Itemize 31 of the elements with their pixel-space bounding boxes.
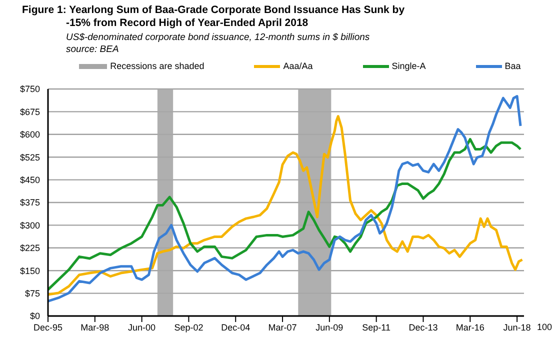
text: 100: [537, 322, 552, 332]
y-tick-label: $675: [20, 106, 40, 117]
legend-label: Aaa/Aa: [282, 61, 313, 71]
y-tick-label: $225: [20, 243, 40, 254]
x-tick-label: Jun-00: [128, 322, 156, 332]
legend-label: Single-A: [390, 61, 426, 71]
y-tick-label: $75: [24, 288, 40, 298]
x-tick-label: Sep-11: [362, 322, 391, 332]
x-tick-label: Dec-04: [221, 322, 250, 332]
source-note: source: BEA: [65, 44, 120, 56]
chart-subtitle: US$-denominated corporate bond issuance, 12-month sums in $ billions: [65, 32, 371, 44]
x-tick-label: Sep-02: [174, 322, 204, 332]
x-tick-label: Mar-07: [268, 322, 297, 332]
y-tick-label: $300: [20, 220, 40, 230]
legend-label: Recessions are shaded: [109, 61, 204, 71]
y-tick-label: $600: [20, 130, 40, 140]
line-series: [48, 138, 522, 291]
x-tick-label: Mar-16: [456, 322, 484, 332]
y-tick-label: $150: [20, 266, 40, 276]
y-tick-label: $525: [20, 152, 40, 162]
y-tick-label: $750: [20, 84, 40, 94]
y-tick-label: $450: [20, 174, 40, 185]
x-tick-label: Jun-18: [503, 322, 531, 332]
legend-label: Baa: [504, 61, 521, 71]
x-tick-label: Dec-95: [33, 322, 63, 332]
x-tick-label: Mar-98: [80, 322, 110, 332]
y-tick-label: $375: [20, 198, 40, 208]
x-tick-label: Jun-09: [316, 322, 344, 332]
x-tick-label: Dec-13: [408, 322, 438, 332]
chart-title: Figure 1: Yearlong Sum of Baa-Grade Corporate Bond Issuance Has Sunk by -15% from Record High of Year-Ended April 2018: [21, 3, 406, 30]
y-tick-label: $0: [30, 311, 40, 322]
